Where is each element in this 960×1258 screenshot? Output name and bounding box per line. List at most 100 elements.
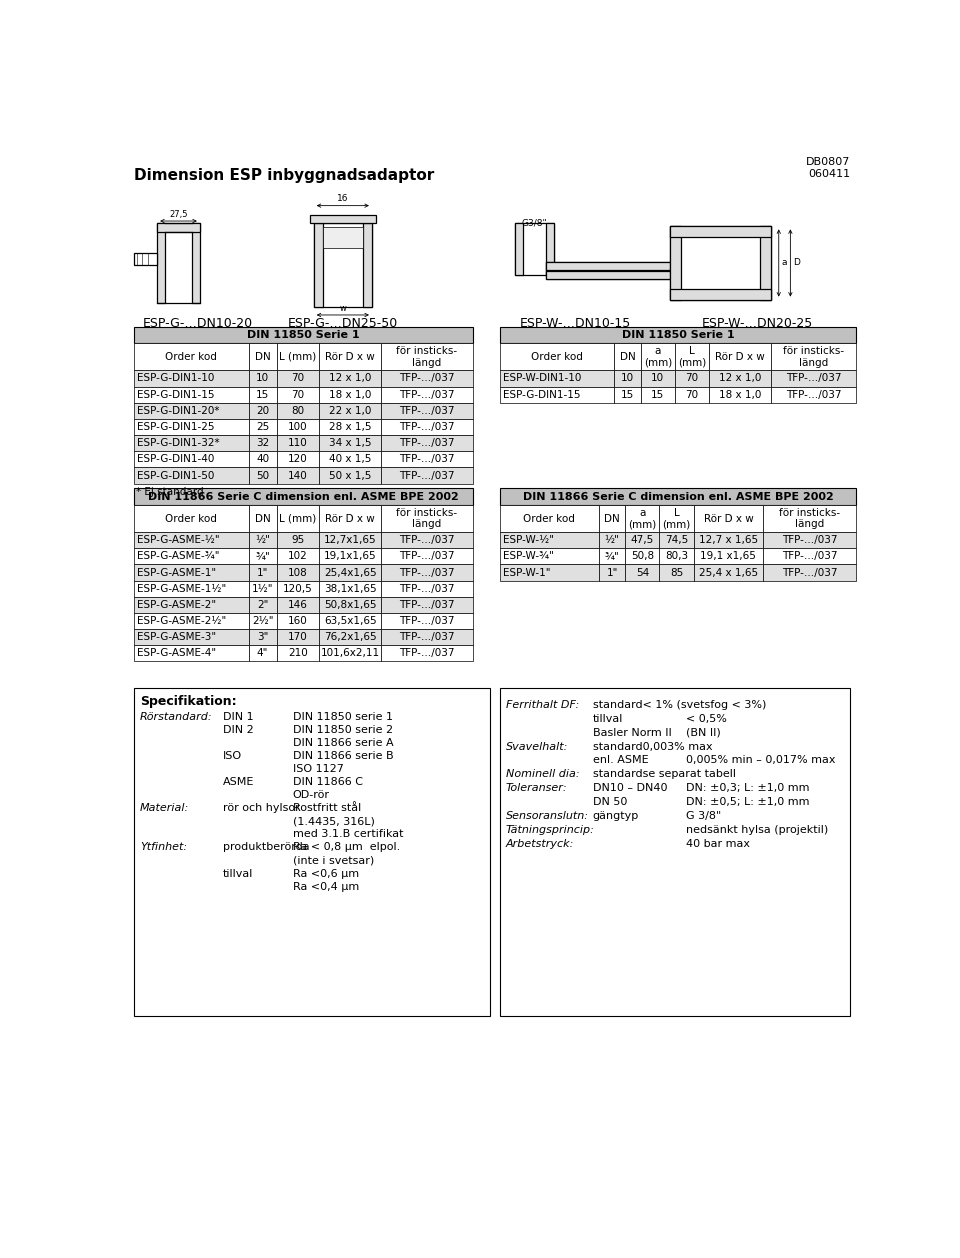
Bar xyxy=(500,343,614,370)
Text: Rör D x w: Rör D x w xyxy=(715,352,765,362)
Text: Nominell dia:: Nominell dia: xyxy=(506,770,580,779)
Text: L
(mm): L (mm) xyxy=(662,508,690,530)
Text: ESP-G-DIN1-20*: ESP-G-DIN1-20* xyxy=(137,406,220,416)
Text: * Ej standard: * Ej standard xyxy=(135,487,204,497)
Text: ¾": ¾" xyxy=(255,551,270,561)
Text: DB0807
060411: DB0807 060411 xyxy=(805,157,850,179)
Bar xyxy=(660,506,693,532)
Text: Svavelhalt:: Svavelhalt: xyxy=(506,741,568,751)
Bar xyxy=(614,343,641,370)
Text: ASME: ASME xyxy=(223,777,254,788)
Text: DIN 2: DIN 2 xyxy=(223,725,253,735)
Bar xyxy=(249,468,276,483)
Bar xyxy=(249,343,276,370)
Bar xyxy=(599,548,625,565)
Text: TFP-…/037: TFP-…/037 xyxy=(399,567,455,577)
Text: ESP-G-ASME-1½": ESP-G-ASME-1½" xyxy=(137,584,227,594)
Bar xyxy=(599,532,625,548)
Text: Basler Norm II: Basler Norm II xyxy=(592,727,671,737)
Bar xyxy=(134,506,249,532)
Bar xyxy=(381,468,472,483)
Text: 18 x 1,0: 18 x 1,0 xyxy=(329,390,372,400)
Text: 10: 10 xyxy=(621,374,635,384)
Text: 108: 108 xyxy=(288,567,308,577)
Text: Rör D x w: Rör D x w xyxy=(325,352,375,362)
Bar xyxy=(660,548,693,565)
Bar xyxy=(675,386,709,403)
Bar xyxy=(500,548,599,565)
Bar xyxy=(134,488,472,506)
Bar xyxy=(319,343,381,370)
Bar xyxy=(675,343,709,370)
Text: ESP-G-ASME-2": ESP-G-ASME-2" xyxy=(137,600,216,610)
Text: TFP-…/037: TFP-…/037 xyxy=(399,535,455,545)
Text: 4": 4" xyxy=(257,648,268,658)
Text: TFP-…/037: TFP-…/037 xyxy=(399,600,455,610)
Text: a
(mm): a (mm) xyxy=(628,508,657,530)
Bar xyxy=(134,419,249,435)
Text: 32: 32 xyxy=(256,438,269,448)
Text: ESP-G-ASME-4": ESP-G-ASME-4" xyxy=(137,648,216,658)
Text: 80: 80 xyxy=(291,406,304,416)
Text: Ra < 0,8 μm  elpol.: Ra < 0,8 μm elpol. xyxy=(293,843,400,853)
Bar xyxy=(324,226,363,248)
Text: ISO: ISO xyxy=(223,751,242,761)
Text: DIN 11866 Serie C dimension enl. ASME BPE 2002: DIN 11866 Serie C dimension enl. ASME BP… xyxy=(148,492,459,502)
Text: ESP-G-DIN1-15: ESP-G-DIN1-15 xyxy=(503,390,581,400)
Text: < 0,5%: < 0,5% xyxy=(685,713,727,723)
Bar xyxy=(625,548,660,565)
Bar xyxy=(134,370,249,386)
Bar xyxy=(760,226,771,299)
Text: 76,2x1,65: 76,2x1,65 xyxy=(324,633,376,643)
Text: DIN 11866 serie A: DIN 11866 serie A xyxy=(293,737,394,747)
Text: Dimension ESP inbyggnadsadaptor: Dimension ESP inbyggnadsadaptor xyxy=(134,167,434,182)
Text: 12 x 1,0: 12 x 1,0 xyxy=(329,374,372,384)
Bar xyxy=(276,581,319,596)
Bar xyxy=(249,506,276,532)
Bar xyxy=(660,532,693,548)
Text: Ytfinhet:: Ytfinhet: xyxy=(140,843,187,853)
Text: ESP-G-DIN1-40: ESP-G-DIN1-40 xyxy=(137,454,214,464)
Bar xyxy=(157,223,165,303)
Text: 146: 146 xyxy=(288,600,308,610)
Text: TFP-…/037: TFP-…/037 xyxy=(399,421,455,431)
Bar xyxy=(546,262,674,279)
Bar xyxy=(319,645,381,662)
Text: 50: 50 xyxy=(256,470,269,481)
Text: med 3.1.B certifikat: med 3.1.B certifikat xyxy=(293,829,403,839)
Text: Sensoranslutn:: Sensoranslutn: xyxy=(506,811,588,821)
Text: Arbetstryck:: Arbetstryck: xyxy=(506,839,574,849)
Text: 3": 3" xyxy=(257,633,268,643)
Bar xyxy=(381,343,472,370)
Text: Toleranser:: Toleranser: xyxy=(506,784,567,793)
Bar xyxy=(693,506,763,532)
Text: 120,5: 120,5 xyxy=(283,584,313,594)
Text: 16: 16 xyxy=(337,194,348,204)
Text: DIN 11866 serie B: DIN 11866 serie B xyxy=(293,751,394,761)
Bar xyxy=(314,223,372,307)
Bar xyxy=(276,435,319,452)
Text: Tätningsprincip:: Tätningsprincip: xyxy=(506,825,595,835)
Bar xyxy=(381,370,472,386)
Bar xyxy=(381,435,472,452)
Text: tillval: tillval xyxy=(592,713,623,723)
Bar xyxy=(134,435,249,452)
Text: TFP-…/037: TFP-…/037 xyxy=(782,551,837,561)
Bar xyxy=(276,506,319,532)
Bar xyxy=(625,506,660,532)
Bar xyxy=(276,370,319,386)
Text: ½": ½" xyxy=(255,535,270,545)
Bar xyxy=(134,468,249,483)
Text: ESP-G-DIN1-10: ESP-G-DIN1-10 xyxy=(137,374,214,384)
Bar xyxy=(319,565,381,581)
Text: 38,1x1,65: 38,1x1,65 xyxy=(324,584,376,594)
Bar xyxy=(276,596,319,613)
Bar xyxy=(134,581,249,596)
Text: OD-rör: OD-rör xyxy=(293,790,330,800)
Bar xyxy=(276,419,319,435)
Bar xyxy=(763,532,856,548)
Text: DN10 – DN40: DN10 – DN40 xyxy=(592,784,667,793)
Bar xyxy=(310,215,375,223)
Text: 160: 160 xyxy=(288,616,308,626)
Bar xyxy=(319,468,381,483)
